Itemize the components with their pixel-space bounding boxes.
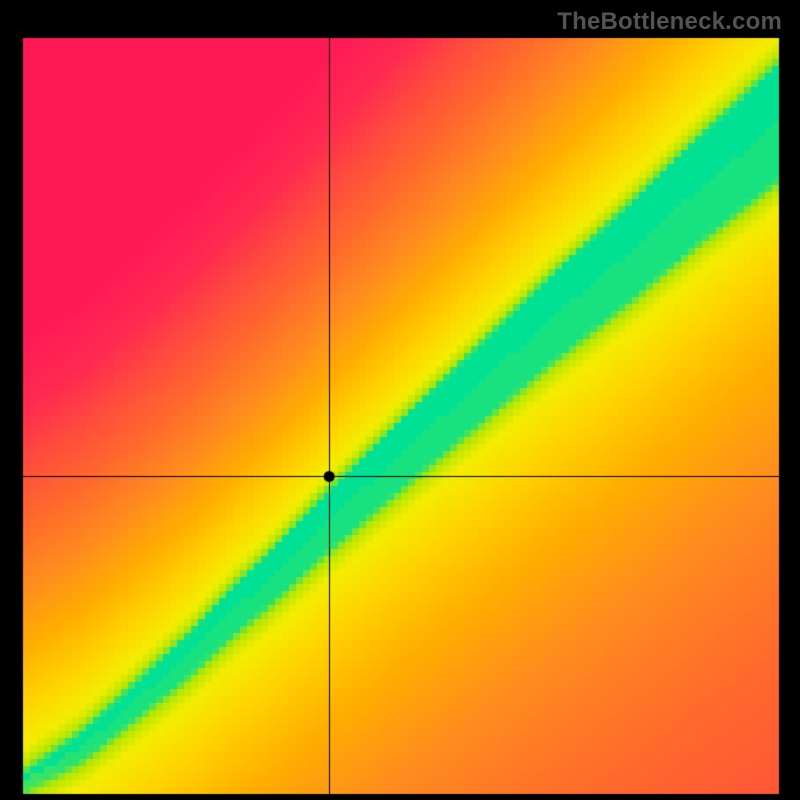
watermark-text: TheBottleneck.com xyxy=(557,8,782,36)
chart-container: TheBottleneck.com xyxy=(0,0,800,800)
heatmap-canvas xyxy=(0,0,800,800)
